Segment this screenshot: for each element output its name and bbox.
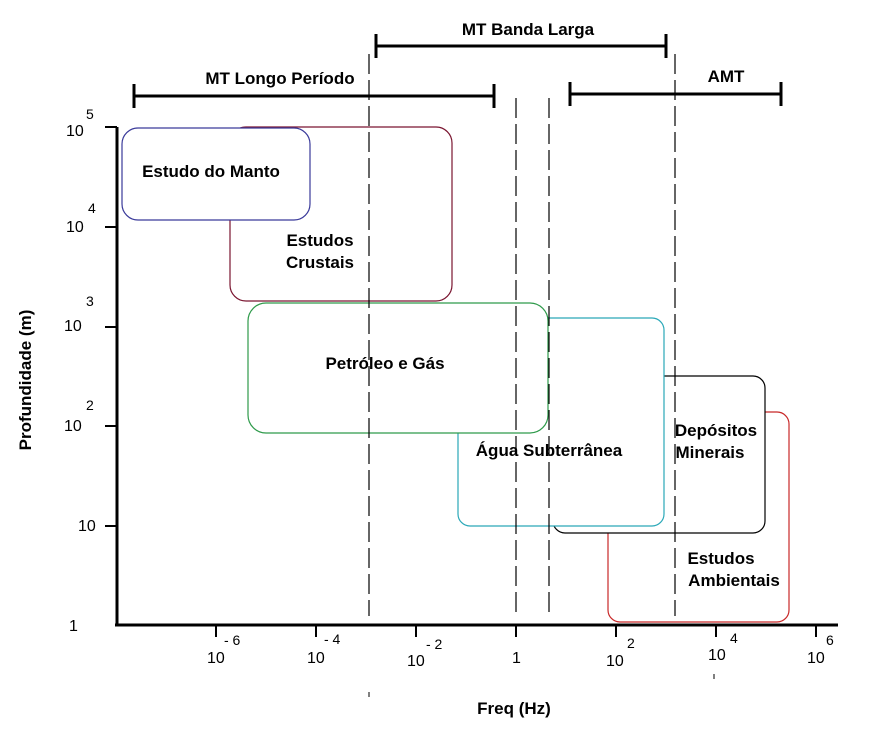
region-label-minerais-2: Minerais: [676, 443, 745, 462]
x-tick-labels: 10 - 6 10 - 4 10 - 2 1 10 2 10 4 10 6: [207, 630, 834, 670]
range-bars: [132, 34, 783, 108]
frequency-boundaries: [368, 54, 676, 616]
y-tick-exp-1e5: 5: [86, 106, 94, 122]
x-tick-marks: [215, 625, 817, 637]
x-tick-exp-1e-4: - 4: [324, 631, 341, 647]
region-label-ambientais-1: Estudos: [687, 549, 754, 568]
region-label-petroleo: Petróleo e Gás: [325, 354, 444, 373]
x-tick-exp-1e2: 2: [627, 635, 635, 651]
y-tick-label-1e4: 10: [66, 219, 84, 236]
y-tick-label-1e3: 10: [64, 318, 82, 335]
x-tick-label-1e6: 10: [807, 650, 825, 667]
x-axis-title: Freq (Hz): [477, 699, 551, 718]
region-box-manto: [121, 127, 311, 221]
x-tick-label-1e-2: 10: [407, 653, 425, 670]
y-tick-exp-1e3: 3: [86, 293, 94, 309]
y-tick-marks: [105, 126, 117, 527]
x-tick-label-1e-4: 10: [307, 650, 325, 667]
y-tick-label-1: 1: [69, 618, 78, 635]
y-tick-exp-1e4: 4: [88, 200, 96, 216]
region-boxes: [121, 126, 790, 623]
region-label-agua: Água Subterrânea: [476, 441, 623, 460]
x-tick-exp-1e6: 6: [826, 632, 834, 648]
x-tick-exp-1e-6: - 6: [224, 632, 241, 648]
x-tick-exp-1e4: 4: [730, 630, 738, 646]
range-bar-banda-larga: [374, 34, 668, 58]
y-tick-label-10: 10: [78, 518, 96, 535]
region-label-crustais-1: Estudos: [286, 231, 353, 250]
x-tick-label-1: 1: [512, 650, 521, 667]
region-label-ambientais-2: Ambientais: [688, 571, 780, 590]
x-tick-label-1e4: 10: [708, 647, 726, 664]
y-tick-labels: 10 5 10 4 10 3 10 2 10 1: [64, 106, 96, 635]
y-tick-label-1e5: 10: [66, 123, 84, 140]
region-label-minerais-1: Depósitos: [675, 421, 757, 440]
y-axis-title: Profundidade (m): [16, 310, 35, 451]
region-label-crustais-2: Crustais: [286, 253, 354, 272]
range-label-amt: AMT: [708, 67, 745, 86]
y-tick-label-1e2: 10: [64, 418, 82, 435]
range-label-banda-larga: MT Banda Larga: [462, 20, 595, 39]
range-bar-longo-periodo: [132, 84, 496, 108]
region-box-petroleo: [247, 302, 549, 434]
x-tick-label-1e2: 10: [606, 653, 624, 670]
x-tick-label-1e-6: 10: [207, 650, 225, 667]
region-label-manto: Estudo do Manto: [142, 162, 280, 181]
range-label-longo-periodo: MT Longo Período: [205, 69, 354, 88]
x-tick-exp-1e-2: - 2: [426, 636, 443, 652]
axes: [115, 127, 838, 627]
range-bar-amt: [568, 82, 783, 106]
y-tick-exp-1e2: 2: [86, 397, 94, 413]
region-labels: Estudo do Manto Estudos Crustais Petróle…: [142, 162, 780, 590]
